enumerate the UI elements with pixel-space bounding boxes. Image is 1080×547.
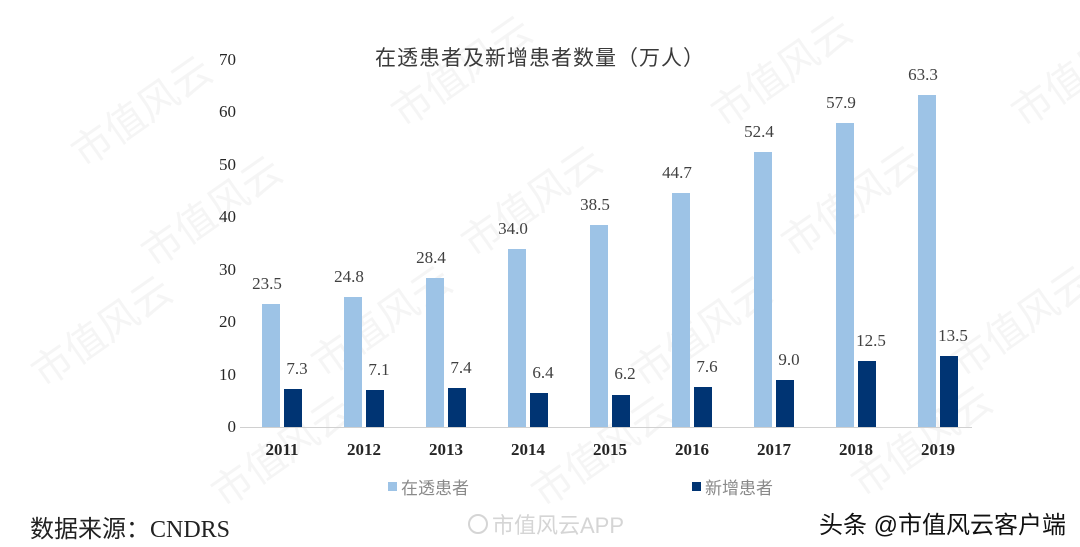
chart-title: 在透患者及新增患者数量（万人） xyxy=(375,46,705,70)
y-tick-label: 20 xyxy=(219,312,236,332)
data-label: 63.3 xyxy=(908,65,938,85)
weibo-watermark: 市值风云APP xyxy=(468,508,624,540)
bar-in-dialysis xyxy=(426,278,444,427)
data-label: 34.0 xyxy=(498,218,528,238)
bar-new-patients xyxy=(776,379,794,427)
toutiao-watermark: 头条 @市值风云客户端 xyxy=(818,512,1066,539)
x-tick-label: 2017 xyxy=(757,440,791,459)
bar-new-patients xyxy=(940,356,958,427)
bar-in-dialysis xyxy=(672,192,690,427)
bar-in-dialysis xyxy=(836,123,854,427)
bar-new-patients xyxy=(694,387,712,427)
legend-label: 在透患者 xyxy=(401,479,469,498)
data-label: 24.8 xyxy=(334,266,364,286)
data-label: 23.5 xyxy=(252,273,282,293)
bar-new-patients xyxy=(530,393,548,427)
data-label: 52.4 xyxy=(744,122,774,142)
data-label: 7.3 xyxy=(286,358,308,378)
legend-swatch-icon xyxy=(692,482,701,491)
data-label: 6.2 xyxy=(614,364,636,384)
legend-label: 新增患者 xyxy=(705,479,773,498)
data-source-note: 数据来源：CNDRS xyxy=(30,517,231,543)
plot-area: 23.5 7.3 24.8 7.1 28.4 7.4 34.0 6.4 38.5 6.2 44.7 7… xyxy=(240,60,970,427)
bar-in-dialysis xyxy=(754,152,772,427)
bar-new-patients xyxy=(612,394,630,427)
x-tick-label: 2014 xyxy=(511,440,545,459)
bar-in-dialysis xyxy=(508,248,526,427)
bar-new-patients xyxy=(284,388,302,427)
x-tick-label: 2012 xyxy=(347,440,381,459)
data-label: 38.5 xyxy=(580,195,610,215)
data-label: 44.7 xyxy=(662,162,692,182)
weibo-logo-icon xyxy=(468,514,488,534)
legend-swatch-icon xyxy=(388,482,397,491)
legend-item-series-1: 在透患者 xyxy=(388,474,469,499)
y-tick-label: 60 xyxy=(219,102,236,122)
bar-new-patients xyxy=(448,388,466,427)
data-label: 7.1 xyxy=(368,359,390,379)
data-label: 7.6 xyxy=(696,357,718,377)
x-tick-label: 2011 xyxy=(265,440,299,459)
bar-in-dialysis xyxy=(262,303,280,427)
x-axis-line xyxy=(240,427,972,428)
x-tick-label: 2016 xyxy=(675,440,709,459)
y-tick-label: 10 xyxy=(219,364,236,384)
y-tick-label: 50 xyxy=(219,154,236,174)
data-label: 28.4 xyxy=(416,248,446,268)
x-tick-label: 2019 xyxy=(921,440,955,459)
bar-in-dialysis xyxy=(918,95,936,427)
data-label: 57.9 xyxy=(826,93,856,113)
data-label: 9.0 xyxy=(778,349,800,369)
x-tick-label: 2015 xyxy=(593,440,627,459)
data-label: 12.5 xyxy=(856,331,886,351)
x-tick-label: 2013 xyxy=(429,440,463,459)
data-label: 13.5 xyxy=(938,326,968,346)
legend-item-series-2: 新增患者 xyxy=(692,474,773,499)
y-tick-label: 30 xyxy=(219,259,236,279)
y-tick-label: 40 xyxy=(219,207,236,227)
x-tick-label: 2018 xyxy=(839,440,873,459)
data-label: 6.4 xyxy=(532,363,554,383)
data-label: 7.4 xyxy=(450,358,472,378)
bar-new-patients xyxy=(858,361,876,427)
bar-in-dialysis xyxy=(590,225,608,427)
y-tick-label: 70 xyxy=(219,50,236,69)
background-watermark: 市值风云 xyxy=(23,267,182,398)
bar-new-patients xyxy=(366,389,384,427)
weibo-watermark-text: 市值风云APP xyxy=(492,513,625,538)
y-tick-label: 0 xyxy=(227,417,237,436)
bar-in-dialysis xyxy=(344,296,362,427)
